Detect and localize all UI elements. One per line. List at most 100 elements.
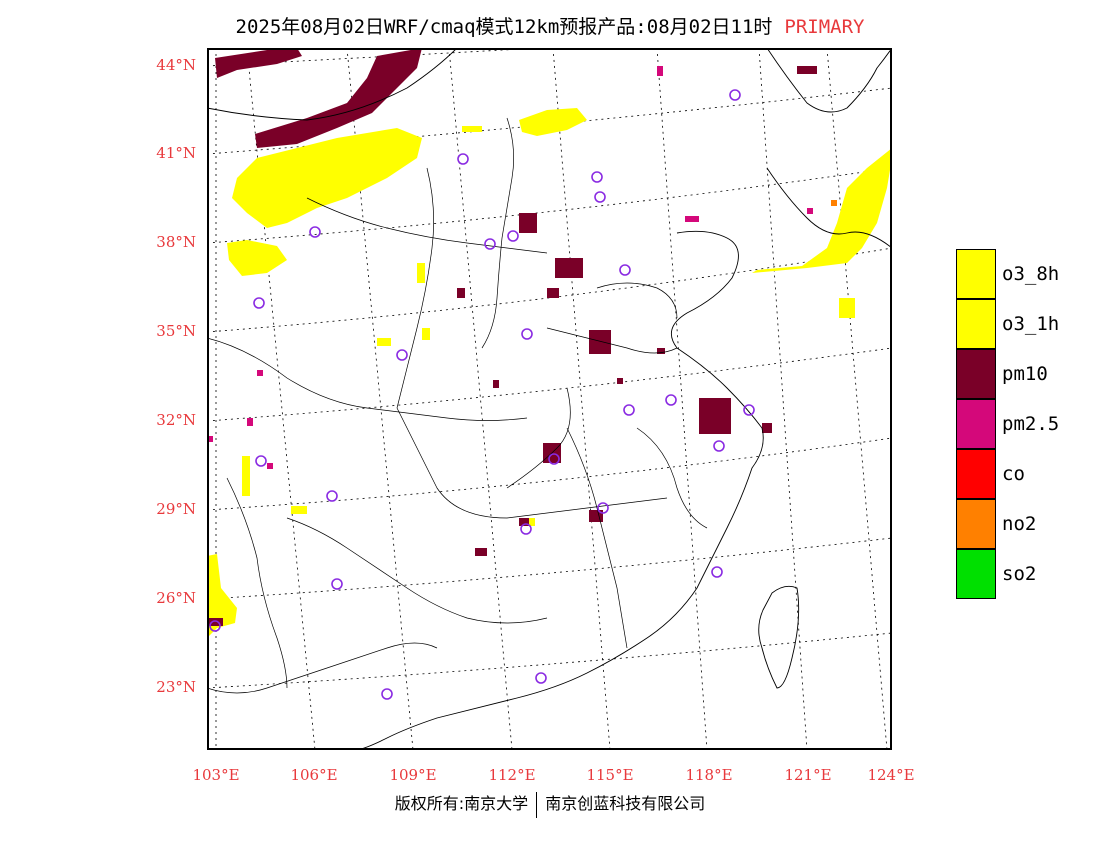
pm10-spot-hebei xyxy=(555,258,583,278)
pm10-spot-6 xyxy=(797,66,817,74)
copyright-footer: 版权所有:南京大学 南京创蓝科技有限公司 xyxy=(0,790,1100,818)
city-marker xyxy=(253,297,265,309)
city-marker xyxy=(623,404,635,416)
o3-region-ningxia xyxy=(227,240,287,276)
legend-label: pm10 xyxy=(1002,363,1048,385)
city-marker xyxy=(743,404,755,416)
legend-item-o3-1h: o3_1h xyxy=(956,299,1100,349)
city-marker xyxy=(209,620,221,632)
pm10-spot-2 xyxy=(493,380,499,388)
pm10-band-northwest xyxy=(215,48,302,78)
legend-swatch xyxy=(956,449,996,499)
lat-label-26: 26°N xyxy=(156,589,196,607)
legend-swatch xyxy=(956,299,996,349)
o3-region-bohai xyxy=(752,148,892,273)
city-markers xyxy=(209,89,755,700)
legend-item-pm10: pm10 xyxy=(956,349,1100,399)
pm25-spot-6 xyxy=(207,436,213,442)
city-marker xyxy=(591,171,603,183)
legend-swatch xyxy=(956,499,996,549)
pm10-spot-8 xyxy=(762,423,772,433)
copyright-left: 版权所有:南京大学 xyxy=(394,794,529,813)
city-marker xyxy=(326,490,338,502)
pm10-spot-ordos xyxy=(457,288,465,298)
o3-region-yunnan-west xyxy=(207,554,237,638)
legend-item-o3-8h: o3_8h xyxy=(956,249,1100,299)
city-marker xyxy=(331,578,343,590)
legend-item-pm25: pm2.5 xyxy=(956,399,1100,449)
lat-label-29: 29°N xyxy=(156,500,196,518)
pm25-spot-7 xyxy=(267,463,273,469)
legend-label: o3_8h xyxy=(1002,263,1060,285)
o3-region-northwest xyxy=(232,128,422,228)
city-marker xyxy=(309,226,321,238)
boundaries xyxy=(207,48,892,750)
city-marker xyxy=(396,349,408,361)
city-marker xyxy=(255,455,267,467)
pm10-spot-hunan xyxy=(519,518,529,526)
lon-label-103: 103°E xyxy=(192,766,240,784)
o3-patch-5 xyxy=(242,456,250,496)
o3-patch-3 xyxy=(377,338,391,346)
pm10-spot-shandong xyxy=(547,288,559,298)
legend-label: pm2.5 xyxy=(1002,413,1060,435)
map-frame xyxy=(207,48,892,750)
o3-region-hebei-north xyxy=(519,108,587,136)
lon-label-109: 109°E xyxy=(389,766,437,784)
legend-item-so2: so2 xyxy=(956,549,1100,599)
map-canvas xyxy=(207,48,892,750)
lon-label-112: 112°E xyxy=(488,766,536,784)
city-marker xyxy=(729,89,741,101)
legend-label: co xyxy=(1002,463,1025,485)
lon-label-106: 106°E xyxy=(290,766,338,784)
pollutant-fields xyxy=(207,48,892,638)
lat-label-23: 23°N xyxy=(156,678,196,696)
pm10-spot-4 xyxy=(617,378,623,384)
city-marker xyxy=(381,688,393,700)
pm10-band-inner-mongolia xyxy=(255,48,422,148)
city-marker xyxy=(548,453,560,465)
city-marker xyxy=(520,523,532,535)
city-marker xyxy=(484,238,496,250)
city-marker xyxy=(535,672,547,684)
no2-spot xyxy=(831,200,837,206)
lon-label-121: 121°E xyxy=(784,766,832,784)
lon-label-115: 115°E xyxy=(586,766,634,784)
o3-patch-1 xyxy=(462,126,482,132)
legend-item-no2: no2 xyxy=(956,499,1100,549)
pm25-spot-1 xyxy=(657,66,663,76)
pm10-spot-jiangsu xyxy=(699,398,731,434)
lat-label-38: 38°N xyxy=(156,233,196,251)
pm10-spot-7 xyxy=(207,618,223,626)
pm10-spot-3 xyxy=(657,348,665,354)
pm10-spot-shanxi xyxy=(519,213,537,233)
legend-swatch xyxy=(956,399,996,449)
lat-label-41: 41°N xyxy=(156,144,196,162)
legend-item-co: co xyxy=(956,449,1100,499)
pm25-spot-4 xyxy=(257,370,263,376)
legend-label: no2 xyxy=(1002,513,1037,535)
lat-label-44: 44°N xyxy=(156,56,196,74)
pm10-spot-5 xyxy=(475,548,487,556)
city-marker xyxy=(711,566,723,578)
legend-label: so2 xyxy=(1002,563,1037,585)
lon-label-124: 124°E xyxy=(867,766,915,784)
title-tag: PRIMARY xyxy=(784,16,865,38)
city-marker xyxy=(665,394,677,406)
lon-label-118: 118°E xyxy=(685,766,733,784)
city-marker xyxy=(594,191,606,203)
legend-swatch xyxy=(956,249,996,299)
o3-patch-7 xyxy=(839,298,855,318)
city-marker xyxy=(713,440,725,452)
footer-divider xyxy=(536,791,538,818)
o3-patch-2 xyxy=(417,263,425,283)
o3-patch-6 xyxy=(291,506,307,514)
legend-swatch xyxy=(956,349,996,399)
legend-label: o3_1h xyxy=(1002,313,1060,335)
title-text: 2025年08月02日WRF/cmaq模式12km预报产品:08月02日11时 xyxy=(235,16,773,38)
city-marker xyxy=(457,153,469,165)
city-marker xyxy=(507,230,519,242)
copyright-right: 南京创蓝科技有限公司 xyxy=(545,794,706,813)
pm10-spot-henan xyxy=(589,330,611,354)
